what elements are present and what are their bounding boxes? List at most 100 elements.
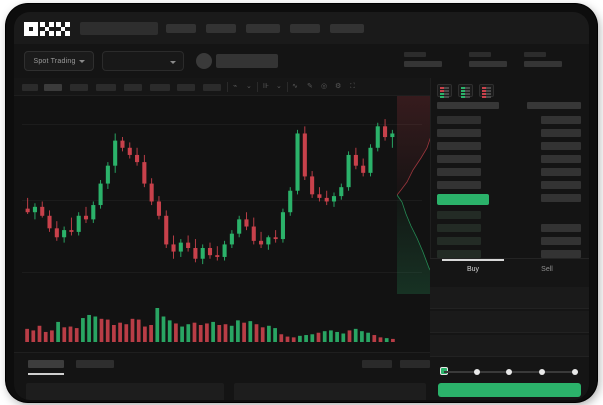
trade-row[interactable] (541, 194, 581, 202)
order-card-1[interactable] (26, 383, 224, 400)
toolbar-divider (287, 82, 288, 92)
stat-value (524, 61, 562, 67)
fullscreen-icon[interactable]: ⛶ (350, 83, 355, 90)
panel-action-1[interactable] (362, 360, 392, 368)
order-book-mid-price[interactable] (437, 194, 489, 205)
mode-bars (440, 87, 444, 98)
line-tool-icon[interactable]: ∿ (292, 83, 298, 90)
last-price (216, 54, 278, 68)
at-icon[interactable]: ◎ (321, 83, 328, 90)
volume-series (25, 308, 395, 342)
order-book-bid-row[interactable] (437, 224, 481, 232)
order-book-ask-row[interactable] (437, 155, 481, 163)
settings-icon[interactable]: ⚙ (335, 83, 342, 90)
order-book-ask-row[interactable] (437, 168, 481, 176)
nav-item-3[interactable] (246, 24, 280, 33)
gridline (22, 200, 422, 201)
timeframe-button-2[interactable] (44, 84, 62, 91)
order-book-column-header-price (437, 102, 499, 109)
chevron-down-icon (170, 61, 176, 64)
nav-item-4[interactable] (290, 24, 320, 33)
mode-bars (461, 87, 465, 98)
pencil-icon[interactable]: ✎ (307, 83, 313, 90)
timeframe-button-6[interactable] (150, 84, 170, 91)
logo-glyph-o (24, 22, 38, 36)
bottom-tab-positions[interactable] (76, 360, 114, 368)
trade-row[interactable] (541, 155, 581, 163)
nav-item-1[interactable] (166, 24, 196, 33)
gridline (22, 124, 422, 125)
slider-step-100[interactable] (572, 369, 578, 375)
order-card-2[interactable] (234, 383, 426, 400)
okx-logo[interactable] (24, 22, 72, 36)
stat-label (404, 52, 426, 57)
tab-buy[interactable]: Buy (466, 266, 480, 273)
stat-value (469, 61, 507, 67)
app-screen: Spot Trading (14, 12, 589, 400)
trade-row[interactable] (541, 129, 581, 137)
slider-step-50[interactable] (506, 369, 512, 375)
orderbook-both-icon[interactable] (437, 84, 452, 98)
trade-row[interactable] (541, 237, 581, 245)
active-tab-underline (442, 259, 504, 261)
candlestick-series (25, 119, 395, 265)
chevron-down-icon[interactable]: ⌄ (276, 83, 282, 90)
trading-mode-selector[interactable]: Spot Trading (24, 51, 94, 71)
timeframe-button-5[interactable] (124, 84, 142, 91)
order-book-bid-row[interactable] (437, 250, 481, 258)
stat-label (469, 52, 491, 57)
stat-24h-high (469, 52, 507, 67)
stat-value (404, 61, 442, 67)
top-navigation-bar (14, 12, 589, 44)
slider-step-25[interactable] (474, 369, 480, 375)
mode-rows (444, 87, 449, 98)
timeframe-button-3[interactable] (70, 84, 88, 91)
timeframe-button-1[interactable] (22, 84, 38, 91)
price-chart[interactable] (14, 96, 430, 352)
order-book-ask-row[interactable] (437, 142, 481, 150)
order-book-ask-row[interactable] (437, 116, 481, 124)
trade-row[interactable] (541, 181, 581, 189)
order-amount-field[interactable] (430, 311, 589, 333)
bottom-tab-orders[interactable] (28, 360, 64, 368)
trading-mode-label: Spot Trading (33, 57, 76, 65)
indicators-icon[interactable]: ⌁ (233, 83, 238, 90)
order-total-field[interactable] (430, 335, 589, 357)
trading-pair-selector[interactable] (102, 51, 184, 71)
mode-bars (482, 87, 486, 98)
order-book-bid-row[interactable] (437, 237, 481, 245)
timeframe-button-8[interactable] (203, 84, 221, 91)
chevron-down-icon (78, 59, 85, 63)
trade-row[interactable] (541, 116, 581, 124)
orderbook-bids-icon[interactable] (458, 84, 473, 98)
tab-sell[interactable]: Sell (541, 266, 553, 273)
amount-slider[interactable] (440, 367, 580, 377)
order-book-mode-group (437, 84, 494, 98)
order-book-bid-row[interactable] (437, 211, 481, 219)
trade-row[interactable] (541, 224, 581, 232)
panel-action-2[interactable] (400, 360, 430, 368)
chart-type-icon[interactable]: ⊪ (263, 83, 270, 90)
trade-row[interactable] (541, 250, 581, 258)
toolbar-divider (227, 82, 228, 92)
search-input[interactable] (80, 22, 158, 35)
stat-24h-change (404, 52, 442, 67)
order-book-ask-row[interactable] (437, 181, 481, 189)
orderbook-asks-icon[interactable] (479, 84, 494, 98)
orders-panel (14, 352, 430, 400)
nav-item-2[interactable] (206, 24, 236, 33)
nav-item-5[interactable] (330, 24, 364, 33)
timeframe-button-4[interactable] (96, 84, 116, 91)
slider-step-75[interactable] (539, 369, 545, 375)
trade-row[interactable] (541, 142, 581, 150)
trade-row[interactable] (541, 168, 581, 176)
order-price-field[interactable] (430, 287, 589, 309)
order-book-ask-row[interactable] (437, 129, 481, 137)
timeframe-button-7[interactable] (177, 84, 195, 91)
submit-buy-button[interactable] (438, 383, 581, 397)
mode-rows (486, 87, 491, 98)
chevron-down-icon[interactable]: ⌄ (246, 83, 252, 90)
logo-glyph-x (56, 22, 70, 36)
stat-24h-volume (524, 52, 562, 67)
